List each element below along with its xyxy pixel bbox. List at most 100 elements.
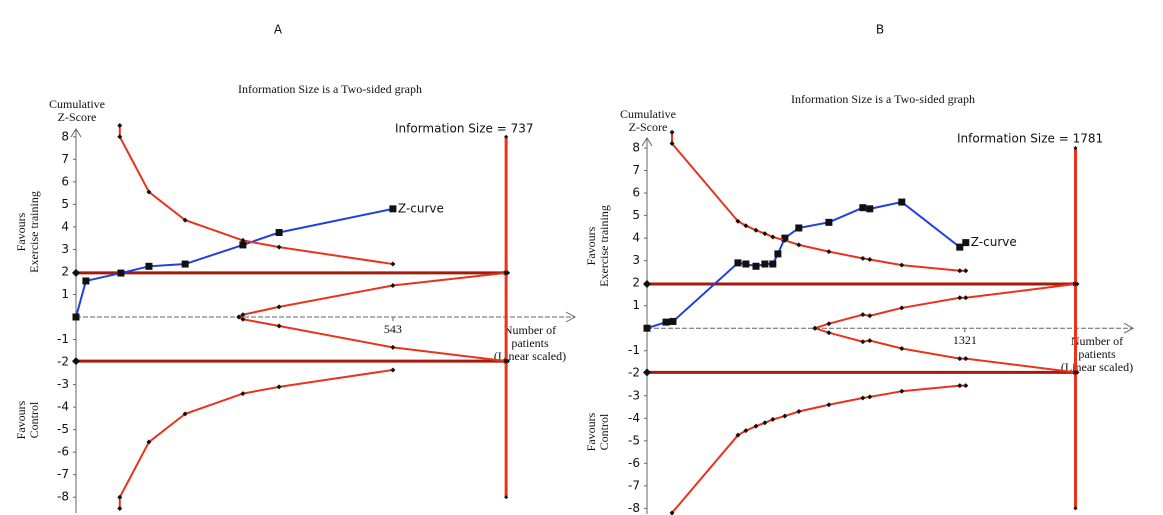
boundary-point [957,356,963,362]
boundary-point [390,261,396,267]
favours-label: Control [27,401,41,438]
boundary-point [826,402,832,408]
boundary-point [1072,369,1078,375]
boundary-point [503,358,509,364]
boundary-point [276,244,282,250]
z-curve-point [117,269,125,277]
y-tick-label: -8 [628,501,640,515]
z-curve-point [962,239,970,247]
z-curve-point [795,224,803,232]
panel: A Information Size is a Two-sided graph Cu… [14,23,577,513]
boundary-point [390,367,396,373]
boundary-point [240,237,246,243]
boundary-point [117,494,123,500]
y-tick-label: 1 [61,287,69,301]
boundary-point [1072,281,1078,287]
x-axis-arrow [1123,322,1135,334]
y-tick-label: 6 [61,174,69,188]
y-tick-label: 8 [632,141,640,155]
y-tick-label: 5 [632,208,640,222]
boundary-point [276,323,282,329]
chart-title: Information Size is a Two-sided graph [238,82,422,96]
boundary-point [963,268,969,274]
boundary-point [669,510,675,515]
boundary-point [240,391,246,397]
y-tick-label: -2 [628,366,640,380]
boundary-point [826,330,832,336]
y-tick-label: 2 [61,264,69,278]
y-tick-label: -2 [57,355,69,369]
x-axis-label: patients [511,336,549,350]
boundary-point [770,234,776,240]
information-size-end [1073,506,1078,511]
y-tick-label: 5 [61,197,69,211]
boundary-point [117,123,123,129]
y-tick-label: -8 [57,490,69,504]
z-curve-point [181,260,189,268]
boundary-point [669,141,675,147]
y-tick-label: -4 [628,411,640,425]
monitoring-boundary [814,283,1076,330]
boundary-point [782,413,788,419]
boundary-point [735,432,741,438]
z-curve [75,207,394,318]
z-curve-point [275,229,283,237]
z-curve-point [825,218,833,226]
boundary-point [762,231,768,237]
y-tick-label: -5 [628,433,640,447]
boundary-point [796,242,802,248]
boundary-point [899,262,905,268]
z-curve-point [145,262,153,270]
information-size-end [1073,146,1078,151]
boundary-point [899,305,905,311]
boundary-point [390,282,396,288]
boundary-point [182,217,188,223]
y-tick-label: -6 [628,456,640,470]
z-curve-point [761,260,769,268]
y-axis-label: Cumulative [620,107,676,121]
z-curve-point [239,241,247,249]
y-tick-label: 8 [61,129,69,143]
boundary-point [770,416,776,422]
boundary-point [957,383,963,389]
boundary-point [826,321,832,327]
boundary-point [390,344,396,350]
boundary-end-marker [72,268,80,277]
panel-label: B [876,23,884,37]
favours-label: Favours [14,400,28,439]
monitoring-boundary [814,327,1076,374]
boundary-point [735,218,741,224]
boundary-end-marker [643,368,651,377]
boundary-point [753,423,759,429]
z-curve-point [898,198,906,206]
z-curve-point [774,250,782,258]
y-tick-label: 3 [632,253,640,267]
boundary-point [240,312,246,318]
boundary-point [503,270,509,276]
boundary-point [743,428,749,434]
z-curve-point [662,318,670,326]
boundary-point [236,314,242,320]
chart-title: Information Size is a Two-sided graph [791,92,975,106]
y-tick-label: -7 [57,467,69,481]
boundary-point [826,249,832,255]
x-axis-label: Number of [1071,334,1123,348]
y-tick-label: -7 [628,478,640,492]
y-tick-label: -1 [57,332,69,346]
boundary-point [762,420,768,426]
boundary-point [753,227,759,233]
boundary-point [117,505,123,511]
monitoring-boundary [118,368,394,509]
z-curve-point [82,277,90,285]
z-curve [646,200,967,330]
x-axis-label: Number of [504,323,556,337]
monitoring-boundary [238,271,507,318]
y-axis-label: Z-Score [58,110,97,124]
x-axis-label: (Linear scaled) [1061,360,1133,374]
favours-label: Favours [584,226,598,265]
boundary-end-marker [643,280,651,289]
favours-label: Exercise training [597,205,611,287]
favours-label: Favours [584,412,598,451]
boundary-point [860,339,866,345]
boundary-point [782,237,788,243]
